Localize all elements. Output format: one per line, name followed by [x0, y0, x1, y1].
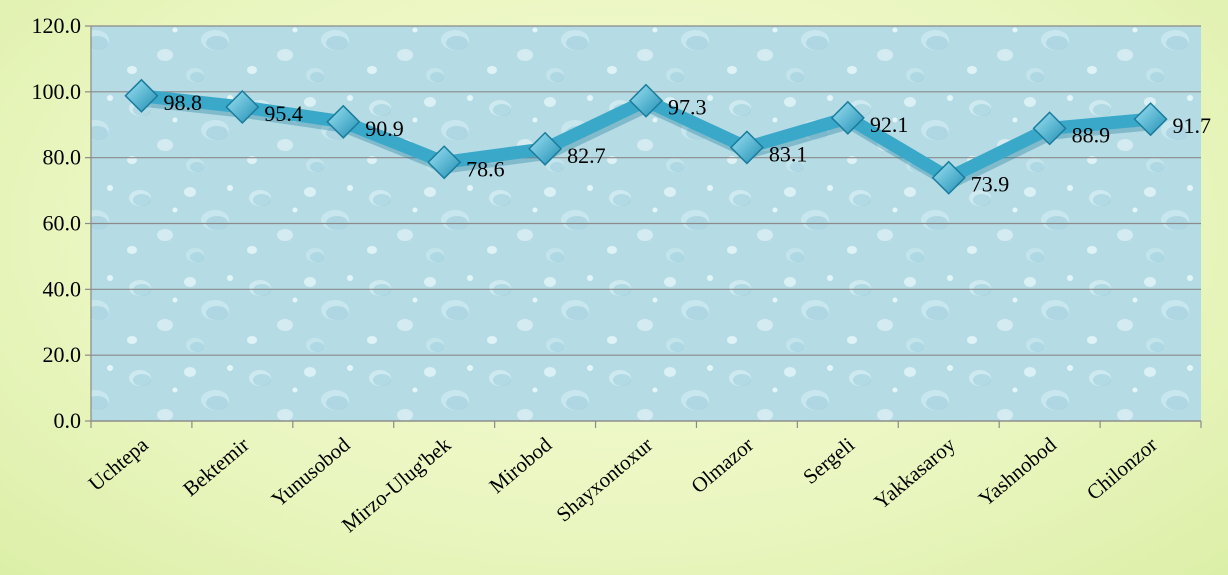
data-markers	[124, 78, 1168, 195]
data-label: 88.9	[1072, 122, 1111, 147]
x-tick-label: Shayxontoxur	[552, 432, 658, 526]
data-label: 97.3	[668, 95, 707, 120]
x-tick-label: Sergeli	[798, 432, 859, 488]
data-label: 83.1	[769, 141, 808, 166]
x-tick-label: Mirobod	[485, 432, 557, 498]
data-label: 91.7	[1173, 113, 1212, 138]
data-point-marker	[628, 83, 664, 118]
x-tick-label: Mirzo-Ulug'bek	[337, 432, 456, 537]
data-labels: 98.8 95.4 90.9 78.6 82.7 97.3 83.1 92.1 73.9 88.9…	[163, 90, 1211, 197]
x-tick-label: Chilonzor	[1082, 432, 1162, 504]
y-tick-label: 80.0	[43, 145, 82, 170]
data-label: 90.9	[365, 116, 404, 141]
y-tick-label: 120.0	[32, 13, 82, 38]
data-point-marker	[528, 131, 563, 166]
y-tick-label: 40.0	[43, 276, 82, 301]
x-tick-label: Yashnobod	[974, 432, 1061, 511]
data-label: 92.1	[870, 112, 909, 137]
x-tick-label: Olmazor	[686, 432, 758, 498]
x-tick-label: Uchtepa	[84, 432, 154, 496]
data-label: 98.8	[163, 90, 202, 115]
data-point-marker	[326, 104, 361, 139]
y-tick-label: 100.0	[32, 79, 82, 104]
axes	[90, 26, 1202, 428]
data-point-marker	[1133, 102, 1168, 137]
data-point-marker	[1032, 111, 1067, 146]
data-label: 82.7	[567, 143, 606, 168]
data-label: 95.4	[264, 101, 303, 126]
x-tick-label: Yakkasaroy	[869, 432, 960, 514]
x-tick-label: Bektemir	[178, 432, 253, 501]
x-tick-label: Yunusobod	[267, 432, 355, 511]
data-point-marker	[830, 100, 865, 135]
y-tick-label: 60.0	[43, 211, 82, 236]
data-point-marker	[729, 130, 764, 165]
y-axis-tick-labels: 0.0 20.0 40.0 60.0 80.0 100.0 120.0	[32, 13, 82, 433]
data-point-marker	[225, 89, 260, 125]
data-point-marker	[931, 160, 966, 195]
y-tick-label: 20.0	[43, 342, 82, 367]
data-point-marker	[427, 145, 462, 180]
y-tick-label: 0.0	[54, 408, 82, 433]
data-label: 73.9	[971, 172, 1010, 197]
data-point-marker	[124, 78, 159, 113]
data-label: 78.6	[466, 156, 505, 181]
